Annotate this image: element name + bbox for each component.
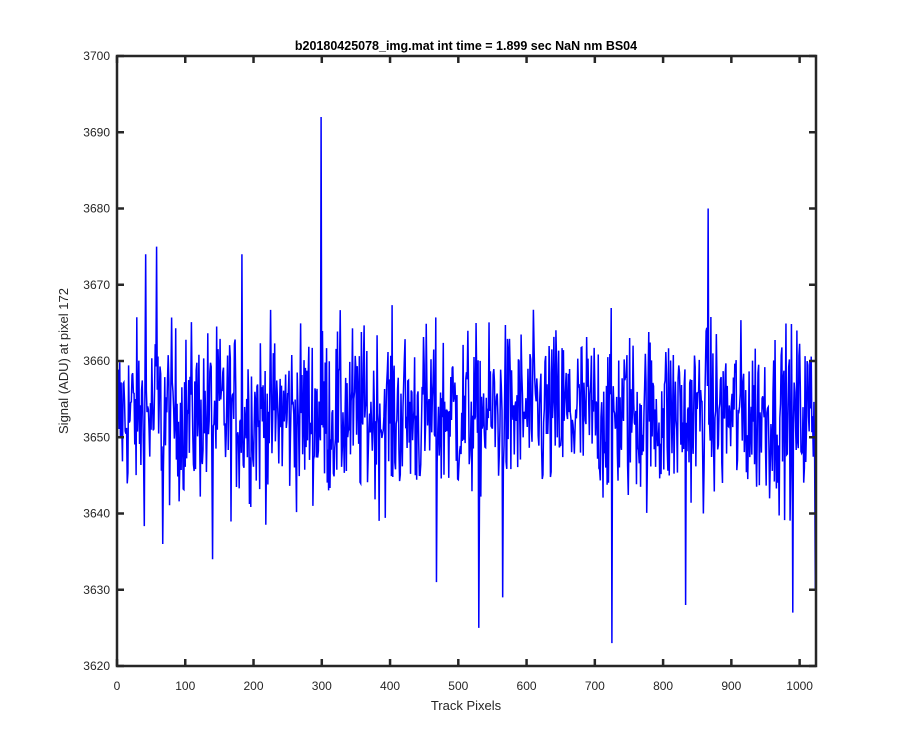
y-tick-label: 3650 xyxy=(83,430,110,444)
y-tick-label: 3660 xyxy=(83,354,110,368)
series-line xyxy=(116,116,817,644)
y-axis-title: Signal (ADU) at pixel 172 xyxy=(56,288,71,434)
x-tick-label: 800 xyxy=(653,679,673,693)
chart-title: b20180425078_img.mat int time = 1.899 se… xyxy=(295,39,637,53)
y-tick-label: 3700 xyxy=(83,49,110,63)
y-tick-label: 3690 xyxy=(83,125,110,139)
y-tick-label: 3640 xyxy=(83,507,110,521)
x-tick-label: 400 xyxy=(380,679,400,693)
y-tick-label: 3670 xyxy=(83,278,110,292)
y-tick-label: 3620 xyxy=(83,659,110,673)
x-tick-label: 300 xyxy=(312,679,332,693)
x-tick-label: 1000 xyxy=(786,679,813,693)
axes-layer: 0 100 200 300 400 500 600 700 800 900 1000 3620 3630… xyxy=(83,49,818,693)
y-tick-label: 3630 xyxy=(83,583,110,597)
x-tick-label: 0 xyxy=(114,679,121,693)
x-tick-label: 600 xyxy=(517,679,537,693)
x-tick-label: 900 xyxy=(721,679,741,693)
x-tick-label: 100 xyxy=(175,679,195,693)
x-tick-label: 700 xyxy=(585,679,605,693)
y-tick-label: 3680 xyxy=(83,202,110,216)
x-tick-label: 500 xyxy=(448,679,468,693)
series-layer xyxy=(116,116,817,644)
x-axis-title: Track Pixels xyxy=(431,698,502,713)
x-tick-label: 200 xyxy=(244,679,264,693)
